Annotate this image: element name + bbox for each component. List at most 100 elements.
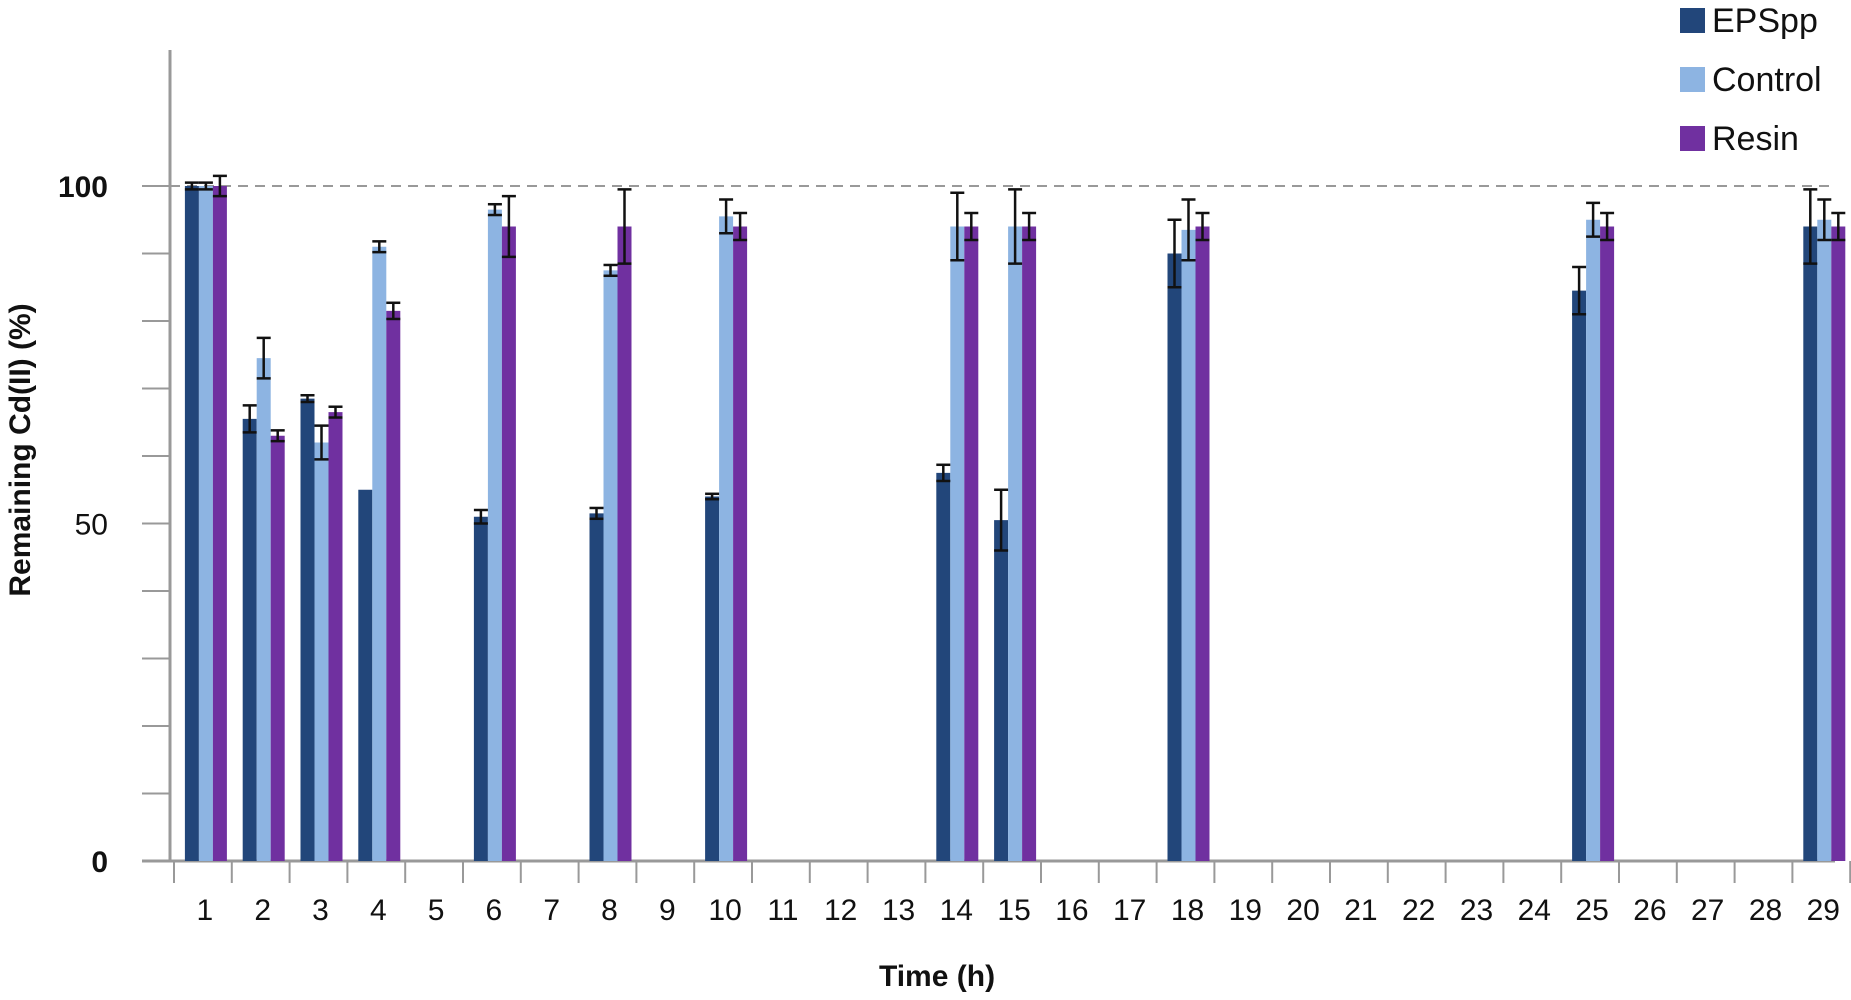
bar-resin-29: [1831, 226, 1846, 861]
error-bar-control-2: [256, 336, 271, 380]
axes: [142, 50, 1851, 883]
x-tick-label: 6: [486, 894, 503, 927]
error-bar-resin-1: [212, 174, 227, 198]
bar-control-8: [603, 270, 618, 861]
x-tick-label: 8: [601, 894, 618, 927]
x-tick-label: 5: [428, 894, 445, 927]
x-tick-label: 11: [767, 894, 798, 927]
bar-control-10: [719, 216, 734, 861]
x-tick-label: 1: [197, 894, 214, 927]
bar-resin-25: [1600, 226, 1615, 861]
x-tick-label: 4: [370, 894, 387, 927]
bar-control-6: [487, 209, 502, 861]
bar-resin-4: [386, 310, 401, 861]
x-tick-label: 19: [1229, 894, 1262, 927]
error-bar-resin-15: [1022, 211, 1037, 242]
bar-epspp-3: [300, 398, 315, 861]
bar-control-18: [1181, 229, 1196, 861]
error-bar-control-6: [487, 202, 502, 217]
x-tick-label: 22: [1402, 894, 1435, 927]
bar-control-4: [372, 246, 387, 861]
legend-label-resin: Resin: [1712, 120, 1799, 158]
x-tick-label: 24: [1518, 894, 1551, 927]
error-bar-control-1: [198, 181, 213, 191]
error-bar-epspp-3: [300, 394, 315, 404]
error-bar-control-10: [719, 198, 734, 235]
x-tick-label: 21: [1344, 894, 1377, 927]
x-tick-label: 27: [1691, 894, 1724, 927]
bar-epspp-29: [1803, 226, 1818, 861]
error-bar-control-18: [1181, 198, 1196, 262]
bar-resin-8: [617, 226, 632, 861]
error-bar-epspp-8: [589, 506, 604, 521]
bar-epspp-1: [184, 186, 199, 861]
bar-epspp-10: [705, 496, 720, 861]
y-tick-labels: 0 50 100: [58, 171, 108, 879]
bar-control-29: [1817, 219, 1832, 861]
bar-resin-18: [1195, 226, 1210, 861]
error-bar-epspp-14: [936, 463, 951, 483]
error-bar-resin-29: [1831, 211, 1846, 242]
x-tick-label: 23: [1460, 894, 1493, 927]
bar-epspp-25: [1572, 290, 1587, 861]
bar-epspp-15: [994, 520, 1009, 861]
legend-label-epspp: EPSpp: [1712, 2, 1818, 40]
error-bar-resin-14: [964, 211, 979, 242]
bar-control-14: [950, 226, 965, 861]
x-tick-label: 25: [1575, 894, 1608, 927]
error-bars: [184, 174, 1846, 552]
error-bar-control-25: [1586, 201, 1601, 238]
x-tick-label: 16: [1055, 894, 1088, 927]
x-tick-label: 15: [997, 894, 1030, 927]
legend-label-control: Control: [1712, 61, 1822, 99]
error-bar-resin-8: [617, 188, 632, 265]
x-tick-label: 2: [254, 894, 271, 927]
x-tick-label: 9: [659, 894, 676, 927]
x-tick-label: 18: [1171, 894, 1204, 927]
bar-epspp-18: [1167, 253, 1182, 861]
legend: EPSpp Control Resin: [1680, 2, 1822, 158]
bar-epspp-6: [473, 516, 488, 861]
error-bar-control-14: [950, 191, 965, 262]
bar-resin-2: [270, 435, 285, 861]
error-bar-resin-10: [733, 211, 748, 242]
bar-resin-3: [328, 412, 343, 861]
x-axis-title: Time (h): [879, 960, 995, 993]
error-bar-control-15: [1008, 188, 1023, 265]
x-tick-label: 26: [1633, 894, 1666, 927]
error-bar-epspp-29: [1803, 188, 1818, 265]
error-bar-control-4: [372, 240, 387, 254]
error-bar-resin-18: [1195, 211, 1210, 242]
error-bar-resin-3: [328, 405, 343, 419]
y-axis-title: Remaining Cd(II) (%): [4, 303, 37, 596]
bar-epspp-8: [589, 513, 604, 861]
error-bar-control-29: [1817, 198, 1832, 242]
x-tick-label: 10: [708, 894, 741, 927]
error-bar-epspp-1: [184, 181, 199, 191]
bar-control-3: [314, 442, 329, 861]
error-bar-control-3: [314, 424, 329, 461]
error-bar-epspp-18: [1167, 218, 1182, 289]
y-tick-label: 50: [75, 509, 108, 542]
bars: [184, 186, 1846, 861]
x-tick-label: 3: [312, 894, 329, 927]
x-tick-label: 13: [882, 894, 915, 927]
x-tick-label: 12: [824, 894, 857, 927]
x-tick-label: 20: [1286, 894, 1319, 927]
bar-control-25: [1586, 219, 1601, 861]
bar-control-2: [256, 358, 271, 861]
error-bar-epspp-6: [473, 508, 488, 525]
bar-control-1: [198, 186, 213, 861]
error-bar-epspp-10: [705, 492, 720, 501]
x-tick-label: 28: [1749, 894, 1782, 927]
y-tick-label: 0: [91, 846, 108, 879]
x-tick-label: 7: [543, 894, 560, 927]
legend-swatch-resin: [1680, 126, 1705, 151]
bar-epspp-14: [936, 472, 951, 861]
error-bar-epspp-25: [1572, 265, 1587, 316]
bar-epspp-2: [242, 418, 257, 861]
bar-resin-10: [733, 226, 748, 861]
bar-resin-1: [212, 186, 227, 861]
x-tick-label: 14: [940, 894, 973, 927]
x-tick-label: 29: [1807, 894, 1840, 927]
